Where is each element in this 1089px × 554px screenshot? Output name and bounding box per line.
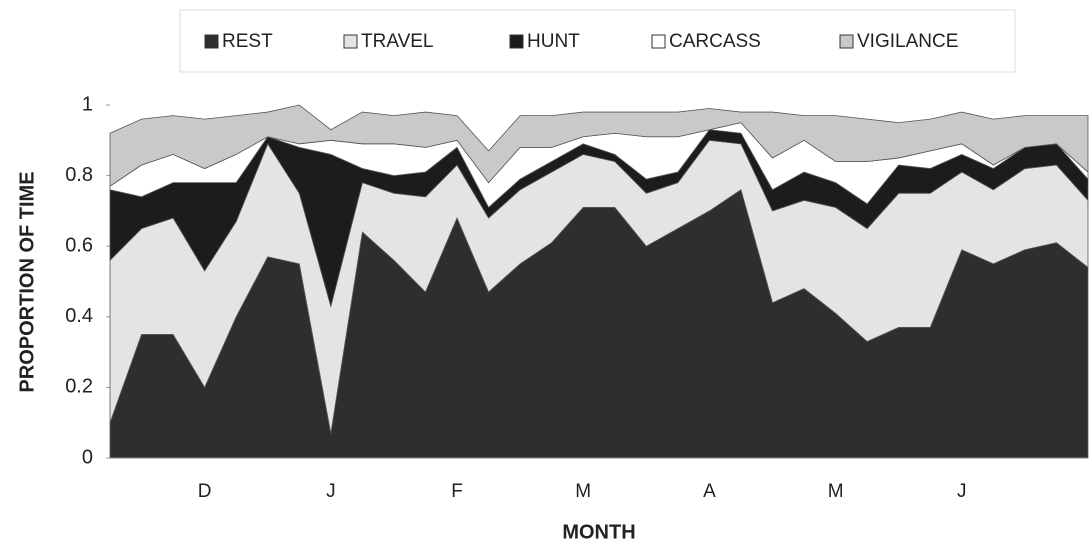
legend-label: CARCASS <box>669 31 761 52</box>
area <box>109 104 1089 187</box>
x-tick-label: J <box>957 481 967 502</box>
x-tick-label: M <box>828 481 844 502</box>
x-tick-label: J <box>326 481 336 502</box>
y-tick-label: 0.6 <box>65 234 93 256</box>
y-tick-label: 0.2 <box>65 376 93 398</box>
x-tick-label: F <box>451 481 463 502</box>
legend-label: VIGILANCE <box>857 31 958 52</box>
legend-swatch <box>651 34 666 49</box>
legend-swatch <box>343 34 358 49</box>
legend-label: HUNT <box>527 31 580 52</box>
legend-label: TRAVEL <box>361 31 434 52</box>
x-axis-title: MONTH <box>562 521 635 543</box>
legend-label: REST <box>222 31 273 52</box>
legend-swatch <box>204 34 219 49</box>
x-tick-label: D <box>198 481 212 502</box>
x-tick-label: M <box>575 481 591 502</box>
y-axis-title: PROPORTION OF TIME <box>16 171 38 392</box>
x-tick-label: A <box>703 481 716 502</box>
y-tick-label: 1 <box>82 93 93 115</box>
legend-swatch <box>509 34 524 49</box>
y-tick-label: 0 <box>82 446 93 468</box>
legend-swatch <box>839 34 854 49</box>
legend-box <box>179 9 1016 73</box>
y-tick-label: 0.8 <box>65 164 93 186</box>
y-tick-label: 0.4 <box>65 305 93 327</box>
